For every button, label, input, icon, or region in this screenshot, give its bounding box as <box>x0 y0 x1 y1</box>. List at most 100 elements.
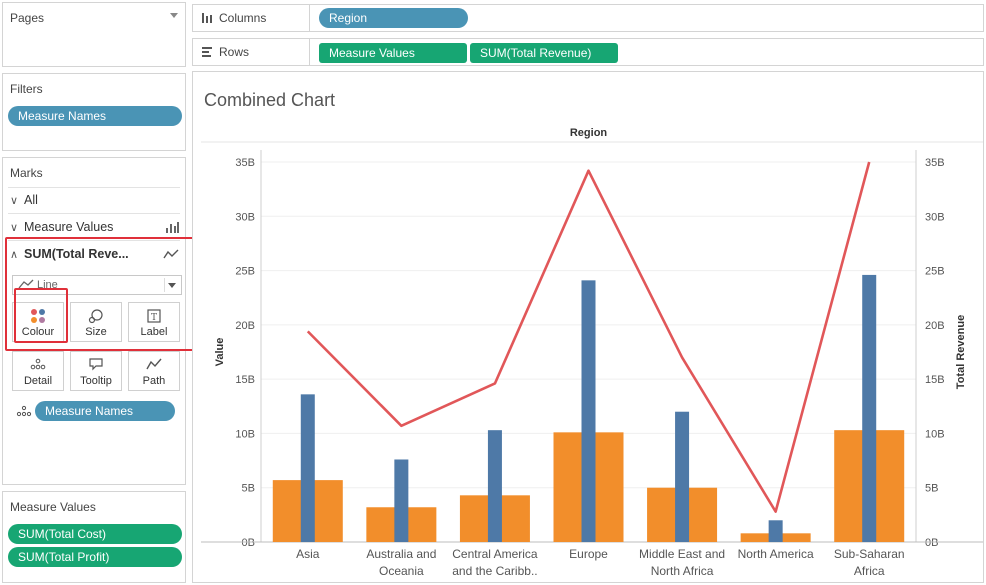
measure-pill-total-cost[interactable]: SUM(Total Cost) <box>8 524 182 544</box>
y2-tick-label: 15B <box>925 374 945 386</box>
bar-total-profit <box>862 274 877 542</box>
x-tick-label: Sub-Saharan <box>834 547 905 561</box>
bar-total-profit <box>581 280 596 542</box>
chevron-up-icon: ∧ <box>10 248 19 261</box>
y2-axis-title: Total Revenue <box>955 315 967 389</box>
size-button-label: Size <box>85 326 107 338</box>
columns-icon <box>202 13 212 23</box>
y2-tick-label: 10B <box>925 428 945 440</box>
rows-shelf-label: Rows <box>201 45 249 59</box>
y-tick-label: 15B <box>235 374 255 386</box>
x-tick-label: Asia <box>296 547 320 561</box>
y-tick-label: 20B <box>235 320 255 332</box>
y-tick-label: 25B <box>235 266 255 278</box>
y-tick-label: 5B <box>242 483 255 495</box>
colour-button-label: Colour <box>21 326 55 338</box>
pages-title: Pages <box>10 11 45 25</box>
line-icon <box>18 279 34 289</box>
y2-tick-label: 35B <box>925 157 945 169</box>
mark-type-dropdown[interactable]: Line <box>12 275 182 295</box>
marks-sum-total-revenue-row[interactable]: ∧ SUM(Total Reve... <box>10 243 179 265</box>
y-tick-label: 0B <box>242 537 255 549</box>
x-tick-label: North America <box>738 547 814 561</box>
tooltip-icon <box>89 358 103 371</box>
detail-icon <box>30 358 46 370</box>
columns-shelf-label: Columns <box>201 11 266 25</box>
x-tick-label: Central America <box>452 547 538 561</box>
x-tick-label: Oceania <box>379 564 424 578</box>
bar-total-profit <box>487 430 502 542</box>
colour-dots-icon <box>31 309 45 323</box>
bar-chart-icon <box>166 222 179 233</box>
x-axis-title: Region <box>570 127 608 139</box>
chart-view[interactable]: Combined Chart Region 0B 0B 5B 5B 10B 10B 15B 15… <box>192 71 984 583</box>
rows-label-text: Rows <box>219 45 250 59</box>
colour-button[interactable]: Colour <box>12 302 64 342</box>
path-button[interactable]: Path <box>128 351 180 391</box>
columns-shelf[interactable]: Columns Region <box>192 4 984 32</box>
sparkline-icon <box>163 249 179 259</box>
rows-shelf[interactable]: Rows Measure Values SUM(Total Revenue) <box>192 38 984 66</box>
detail-button[interactable]: Detail <box>12 351 64 391</box>
marks-measure-values-label: Measure Values <box>24 220 114 234</box>
chart-title: Combined Chart <box>204 90 336 110</box>
x-tick-label: Middle East and <box>639 547 725 561</box>
x-tick-label: North Africa <box>651 564 714 578</box>
y-axis-title: Value <box>214 338 226 367</box>
measure-pill-total-profit[interactable]: SUM(Total Profit) <box>8 547 182 567</box>
rows-icon <box>202 47 212 57</box>
x-tick-label: Europe <box>569 547 608 561</box>
marks-measure-values-row[interactable]: ∨ Measure Values <box>10 216 179 238</box>
line-total-revenue <box>306 161 871 513</box>
bar-total-profit <box>300 394 315 542</box>
y2-tick-label: 25B <box>925 266 945 278</box>
bar-total-profit <box>394 459 409 542</box>
y2-tick-label: 20B <box>925 320 945 332</box>
bar-total-profit <box>675 411 690 542</box>
bar-total-profit <box>768 520 783 542</box>
label-icon: T <box>147 309 161 323</box>
measure-values-card: Measure Values SUM(Total Cost) SUM(Total… <box>2 491 186 583</box>
marks-all-label: All <box>24 193 38 207</box>
marks-pill-measure-names[interactable]: Measure Names <box>35 401 175 421</box>
detail-button-label: Detail <box>23 375 53 387</box>
svg-text:T: T <box>151 313 157 323</box>
y2-tick-label: 5B <box>925 483 938 495</box>
rows-pill-measure-values[interactable]: Measure Values <box>319 43 467 63</box>
y2-tick-label: 30B <box>925 211 945 223</box>
y-tick-label: 35B <box>235 157 255 169</box>
pages-menu-chevron-icon[interactable] <box>170 13 178 18</box>
label-button[interactable]: T Label <box>128 302 180 342</box>
size-icon <box>88 309 103 324</box>
chevron-down-icon: ∨ <box>10 221 19 234</box>
x-tick-label: Australia and <box>366 547 436 561</box>
tooltip-button-label: Tooltip <box>80 375 112 387</box>
path-icon <box>146 358 162 370</box>
measure-values-title: Measure Values <box>10 500 96 514</box>
marks-card: Marks ∨ All ∨ Measure Values ∧ SUM(Total… <box>2 157 186 485</box>
label-button-label: Label <box>140 326 168 338</box>
marks-all-row[interactable]: ∨ All <box>10 189 179 211</box>
path-button-label: Path <box>142 375 166 387</box>
marks-title: Marks <box>10 166 43 180</box>
mark-type-value: Line <box>37 279 58 291</box>
filter-pill-measure-names[interactable]: Measure Names <box>8 106 182 126</box>
y-tick-label: 30B <box>235 211 255 223</box>
x-tick-label: Africa <box>854 564 885 578</box>
columns-pill-region[interactable]: Region <box>319 8 468 28</box>
size-button[interactable]: Size <box>70 302 122 342</box>
chevron-down-icon: ∨ <box>10 194 19 207</box>
filters-card: Filters Measure Names <box>2 73 186 151</box>
y-tick-label: 10B <box>235 428 255 440</box>
chevron-down-icon <box>168 283 176 288</box>
marks-sum-total-revenue-label: SUM(Total Reve... <box>24 247 129 261</box>
combined-chart[interactable]: Region 0B 0B 5B 5B 10B 10B 15B 15B 20B 20B 25B 25B 30… <box>193 72 983 582</box>
pages-card: Pages <box>2 2 186 67</box>
filters-title: Filters <box>10 82 43 96</box>
columns-label-text: Columns <box>219 11 267 25</box>
tooltip-button[interactable]: Tooltip <box>70 351 122 391</box>
x-tick-label: and the Caribb.. <box>452 564 537 578</box>
detail-icon <box>16 405 32 417</box>
rows-pill-sum-total-revenue[interactable]: SUM(Total Revenue) <box>470 43 618 63</box>
y2-tick-label: 0B <box>925 537 938 549</box>
